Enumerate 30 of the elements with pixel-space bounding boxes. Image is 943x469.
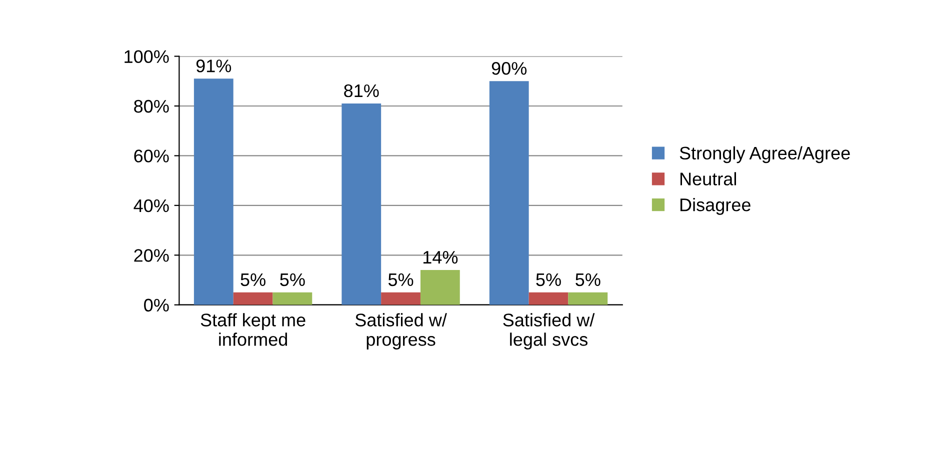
bar: [194, 78, 234, 305]
data-label: 5%: [388, 273, 414, 286]
x-tick-label: Satisfied w/ progress: [355, 313, 447, 350]
legend-label: Disagree: [680, 198, 750, 215]
bar: [233, 292, 273, 305]
bar: [420, 270, 460, 305]
y-tick-label: 100%: [124, 50, 169, 63]
data-label: 91%: [196, 60, 232, 72]
bar: [489, 81, 529, 305]
data-label: 5%: [576, 273, 600, 286]
y-tick-label: 0%: [144, 298, 169, 312]
data-label: 90%: [492, 62, 527, 75]
x-tick-label: Satisfied w/ legal svcs: [503, 313, 595, 350]
y-tick-label: 20%: [134, 249, 169, 262]
bar: [568, 292, 608, 305]
data-label: 14%: [423, 250, 458, 264]
y-tick-label: 40%: [134, 199, 169, 212]
data-label: 5%: [536, 273, 561, 286]
data-label: 81%: [344, 84, 379, 98]
y-tick-label: 80%: [134, 100, 169, 113]
x-tick-label: Staff kept me informed: [200, 313, 306, 346]
legend-label: Neutral: [680, 172, 736, 186]
bar: [342, 104, 382, 305]
data-label: 5%: [240, 273, 266, 286]
legend-label: Strongly Agree/Agree: [680, 146, 850, 164]
data-label: 5%: [280, 273, 305, 286]
bar: [381, 292, 420, 305]
bar: [528, 292, 568, 305]
y-tick-label: 60%: [134, 150, 169, 162]
bar: [272, 292, 312, 305]
